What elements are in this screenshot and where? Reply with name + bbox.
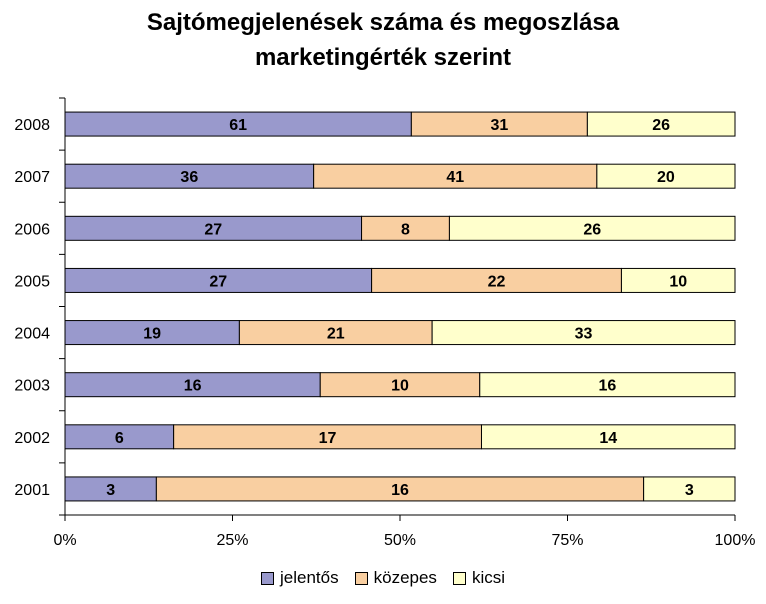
bar-segment	[64, 320, 240, 346]
data-label: 26	[583, 221, 601, 238]
bar-segment	[173, 424, 482, 450]
legend-item: jelentős	[261, 568, 339, 588]
bar-segment	[238, 320, 433, 346]
bar-segment	[64, 267, 373, 293]
x-tick-label: 100%	[715, 532, 756, 549]
legend-label: jelentős	[280, 568, 339, 587]
y-category-label: 2005	[14, 273, 50, 290]
y-category-label: 2004	[14, 326, 50, 343]
bar-segment	[479, 372, 736, 398]
bar-segment	[620, 267, 736, 293]
bar-segment	[64, 111, 412, 137]
data-label: 16	[184, 378, 202, 395]
data-label: 16	[598, 378, 616, 395]
data-label: 10	[669, 273, 687, 290]
x-tick-label: 75%	[551, 532, 583, 549]
data-label: 10	[391, 378, 409, 395]
legend-swatch	[261, 571, 274, 585]
legend-swatch	[452, 571, 466, 585]
data-label: 36	[180, 169, 198, 186]
legend-item: közepes	[354, 568, 437, 588]
data-label: 27	[204, 221, 222, 238]
x-tick-label: 25%	[216, 532, 248, 549]
data-label: 3	[685, 482, 694, 499]
bar-segment	[596, 163, 736, 189]
data-label: 19	[143, 326, 161, 343]
y-category-label: 2001	[14, 482, 50, 499]
bar-segment	[480, 424, 736, 450]
bar-segment	[64, 215, 363, 241]
x-tick-label: 50%	[384, 532, 416, 549]
data-label: 17	[319, 430, 337, 447]
bar-segment	[64, 476, 157, 502]
data-label: 33	[575, 326, 593, 343]
legend-label: kicsi	[471, 568, 505, 587]
bar-segment	[313, 163, 598, 189]
y-category-label: 2003	[14, 378, 50, 395]
bar-segment	[410, 111, 588, 137]
data-label: 26	[652, 117, 670, 134]
y-category-label: 2007	[14, 169, 50, 186]
bar-segment	[64, 372, 321, 398]
data-label: 21	[327, 326, 345, 343]
data-label: 3	[106, 482, 115, 499]
chart-title-line-1: Sajtómegjelenések száma és megoszlása	[146, 9, 620, 36]
x-tick-label: 0%	[53, 532, 76, 549]
y-category-label: 2008	[14, 117, 50, 134]
data-label: 16	[391, 482, 409, 499]
bar-segment	[361, 215, 450, 241]
data-label: 41	[446, 169, 464, 186]
bar-segment	[64, 424, 175, 450]
legend-label: közepes	[373, 568, 437, 587]
data-label: 22	[488, 273, 506, 290]
bar-segment	[431, 320, 736, 346]
legend-swatch	[354, 571, 368, 585]
data-label: 27	[209, 273, 227, 290]
bar-segment	[643, 476, 736, 502]
data-label: 8	[401, 221, 410, 238]
bar-segment	[155, 476, 645, 502]
data-label: 14	[599, 430, 617, 447]
data-label: 6	[115, 430, 124, 447]
data-label: 31	[490, 117, 508, 134]
data-label: 61	[229, 117, 247, 134]
bar-segment	[64, 163, 315, 189]
bar-segment	[586, 111, 736, 137]
legend-item: kicsi	[452, 568, 505, 588]
chart-legend: jelentős közepes kicsi	[0, 568, 766, 588]
y-category-label: 2006	[14, 221, 50, 238]
bar-segment	[448, 215, 736, 241]
chart-title-line-2: marketingérték szerint	[254, 44, 512, 71]
data-label: 20	[657, 169, 675, 186]
y-category-label: 2002	[14, 430, 50, 447]
